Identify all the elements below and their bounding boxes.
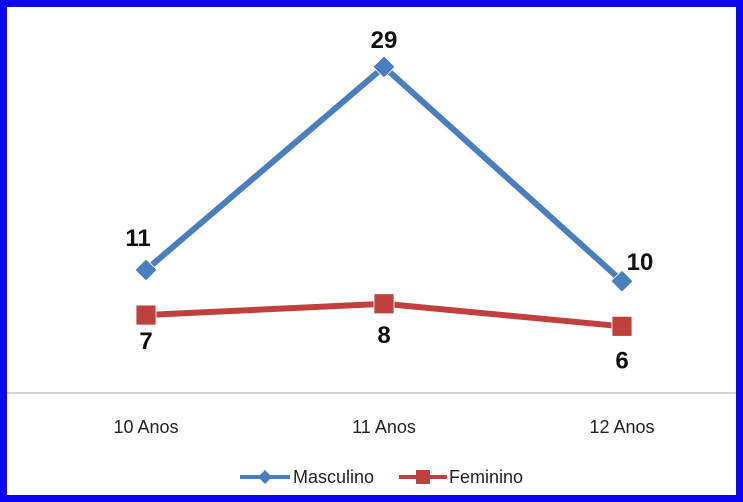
- square-icon: [416, 470, 430, 484]
- legend-label-feminino: Feminino: [449, 467, 523, 487]
- series-masculino: [134, 55, 634, 293]
- data-label: 10: [627, 249, 654, 276]
- series-feminino: [135, 293, 633, 337]
- x-tick-label: 11 Anos: [352, 417, 416, 437]
- data-point: [373, 293, 395, 315]
- data-point: [134, 258, 158, 282]
- data-label: 6: [615, 347, 628, 374]
- x-tick-labels: 10 Anos 11 Anos 12 Anos: [113, 417, 654, 437]
- data-label: 29: [371, 27, 398, 54]
- legend-label-masculino: Masculino: [293, 467, 374, 487]
- series-line: [144, 63, 625, 284]
- data-point: [372, 55, 396, 79]
- data-point: [611, 315, 633, 337]
- series-layer: [134, 55, 634, 337]
- data-label: 11: [125, 225, 150, 252]
- data-label: 7: [139, 328, 152, 355]
- diamond-icon: [258, 470, 272, 484]
- data-label: 8: [377, 322, 390, 349]
- x-tick-label: 10 Anos: [113, 417, 178, 437]
- data-point: [610, 269, 634, 293]
- legend: Masculino Feminino: [240, 467, 523, 487]
- x-tick-label: 12 Anos: [589, 417, 654, 437]
- legend-item-feminino: Feminino: [399, 467, 523, 487]
- data-labels: 11 29 10 7 8 6: [125, 27, 653, 374]
- data-point: [135, 304, 157, 326]
- legend-item-masculino: Masculino: [240, 467, 374, 487]
